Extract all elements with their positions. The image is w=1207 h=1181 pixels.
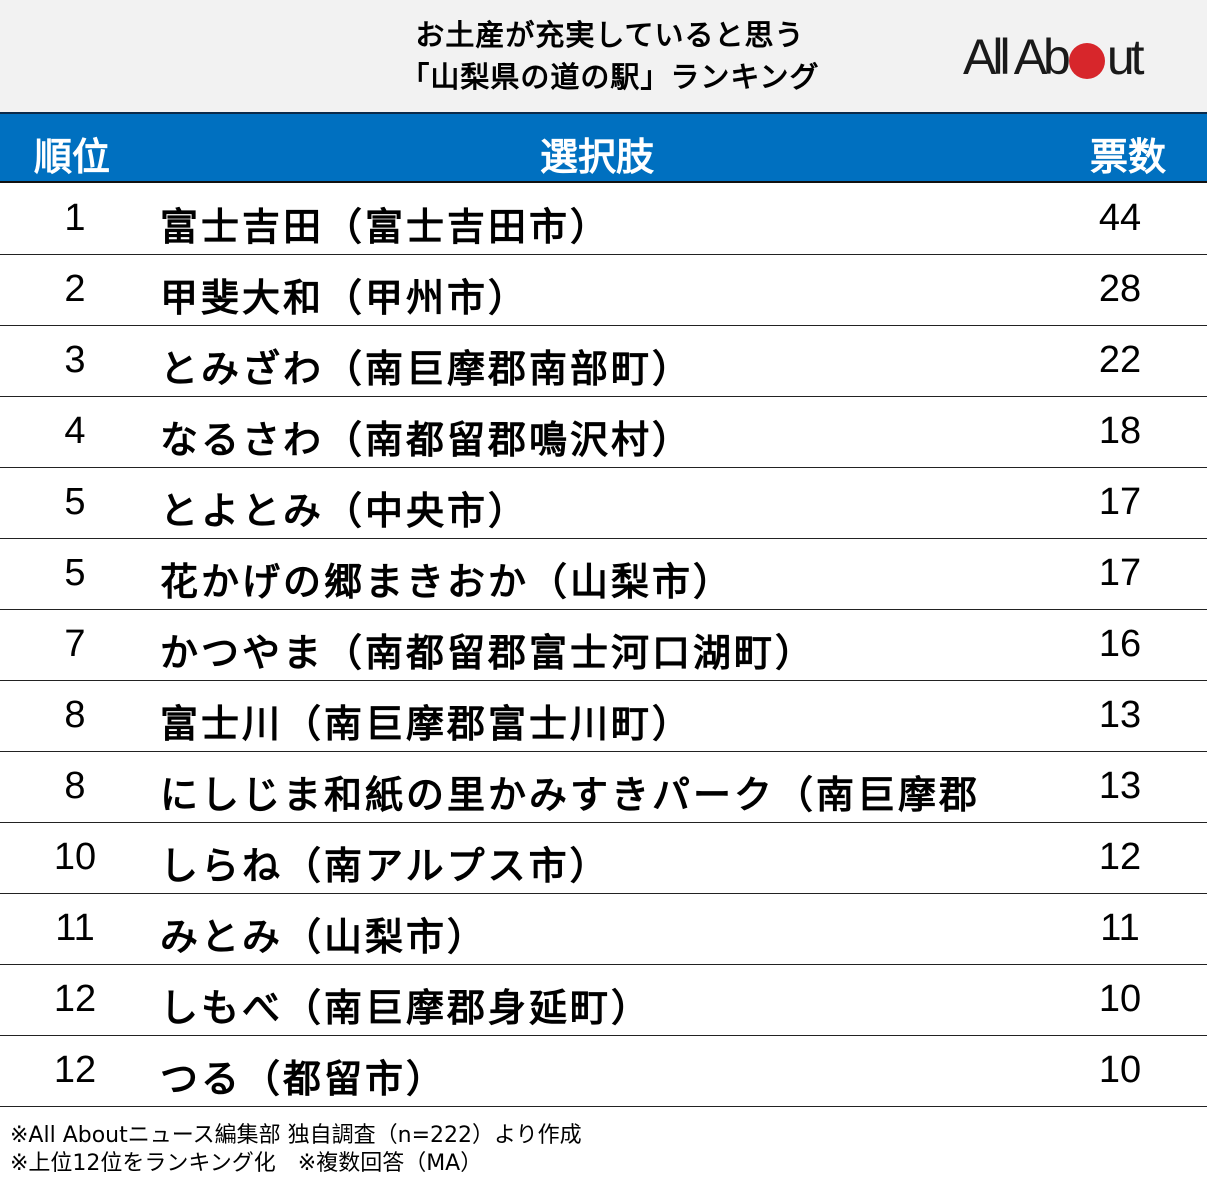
choice-cell: 花かげの郷まきおか（山梨市） (160, 560, 735, 604)
rank-cell: 11 (55, 907, 95, 949)
votes-cell: 16 (1098, 623, 1142, 665)
table-row: 10 しらね（南アルプス市） 12 (0, 823, 1207, 894)
votes-cell: 10 (1098, 978, 1142, 1020)
title-line-2: 「山梨県の道の駅」ランキング (400, 60, 820, 94)
footnote-1: ※All Aboutニュース編集部 独自調査（n=222）より作成 (10, 1123, 582, 1148)
header-area: お土産が充実していると思う 「山梨県の道の駅」ランキング All Ab ut (0, 0, 1207, 112)
rank-cell: 2 (64, 268, 86, 310)
table-row: 8 富士川（南巨摩郡富士川町） 13 (0, 681, 1207, 752)
table-row: 2 甲斐大和（甲州市） 28 (0, 255, 1207, 326)
choice-cell: みとみ（山梨市） (160, 915, 489, 959)
votes-cell: 10 (1098, 1049, 1142, 1091)
logo-text: All Ab (963, 29, 1071, 85)
table-row: 8 にしじま和紙の里かみすきパーク（南巨摩郡 13 (0, 752, 1207, 823)
choice-cell: とよとみ（中央市） (160, 489, 530, 533)
votes-cell: 22 (1098, 339, 1142, 381)
logo-dot-icon (1068, 43, 1105, 79)
allabout-logo: All Ab ut (963, 28, 1145, 86)
title-line-1: お土産が充実していると思う (415, 18, 805, 52)
table-row: 1 富士吉田（富士吉田市） 44 (0, 184, 1207, 255)
choice-cell: 富士川（南巨摩郡富士川町） (160, 702, 694, 746)
rank-cell: 1 (64, 197, 86, 239)
rank-cell: 10 (53, 836, 97, 878)
table-row: 5 とよとみ（中央市） 17 (0, 468, 1207, 539)
table-row: 11 みとみ（山梨市） 11 (0, 894, 1207, 965)
footnote-2: ※上位12位をランキング化 ※複数回答（MA） (10, 1151, 483, 1176)
logo-text-end: ut (1106, 29, 1145, 85)
choice-cell: しらね（南アルプス市） (160, 844, 611, 888)
footnotes: ※All Aboutニュース編集部 独自調査（n=222）より作成 ※上位12位… (10, 1122, 582, 1178)
choice-cell: なるさわ（南都留郡鳴沢村） (160, 418, 694, 462)
rank-cell: 5 (64, 552, 86, 594)
rank-cell: 12 (53, 978, 97, 1020)
votes-cell: 11 (1100, 907, 1140, 949)
table-header: 順位 選択肢 票数 (0, 112, 1207, 183)
choice-cell: 富士吉田（富士吉田市） (160, 205, 612, 249)
table-row: 12 つる（都留市） 10 (0, 1036, 1207, 1107)
choice-cell: 甲斐大和（甲州市） (160, 276, 530, 320)
column-header-rank: 順位 (34, 135, 111, 179)
table-row: 12 しもべ（南巨摩郡身延町） 10 (0, 965, 1207, 1036)
rank-cell: 8 (64, 765, 86, 807)
table-row: 4 なるさわ（南都留郡鳴沢村） 18 (0, 397, 1207, 468)
rank-cell: 12 (53, 1049, 97, 1091)
votes-cell: 44 (1098, 197, 1142, 239)
rank-cell: 4 (64, 410, 86, 452)
rank-cell: 5 (64, 481, 86, 523)
choice-cell: しもべ（南巨摩郡身延町） (160, 986, 653, 1030)
rank-cell: 3 (64, 339, 86, 381)
rank-cell: 8 (64, 694, 86, 736)
choice-cell: かつやま（南都留郡富士河口湖町） (160, 631, 817, 675)
choice-cell: つる（都留市） (160, 1057, 448, 1101)
votes-cell: 17 (1098, 481, 1142, 523)
rank-cell: 7 (64, 623, 86, 665)
votes-cell: 13 (1098, 694, 1142, 736)
votes-cell: 17 (1098, 552, 1142, 594)
votes-cell: 12 (1098, 836, 1142, 878)
votes-cell: 28 (1098, 268, 1142, 310)
ranking-table: 1 富士吉田（富士吉田市） 44 2 甲斐大和（甲州市） 28 3 とみざわ（南巨摩郡南部町）… (0, 184, 1207, 1107)
table-row: 3 とみざわ（南巨摩郡南部町） 22 (0, 326, 1207, 397)
column-header-votes: 票数 (1090, 135, 1167, 179)
table-row: 7 かつやま（南都留郡富士河口湖町） 16 (0, 610, 1207, 681)
choice-cell: にしじま和紙の里かみすきパーク（南巨摩郡 (160, 773, 981, 817)
votes-cell: 18 (1098, 410, 1142, 452)
table-row: 5 花かげの郷まきおか（山梨市） 17 (0, 539, 1207, 610)
votes-cell: 13 (1098, 765, 1142, 807)
column-header-choice: 選択肢 (540, 135, 655, 179)
page-title: お土産が充実していると思う 「山梨県の道の駅」ランキング (300, 14, 920, 98)
choice-cell: とみざわ（南巨摩郡南部町） (160, 347, 694, 391)
